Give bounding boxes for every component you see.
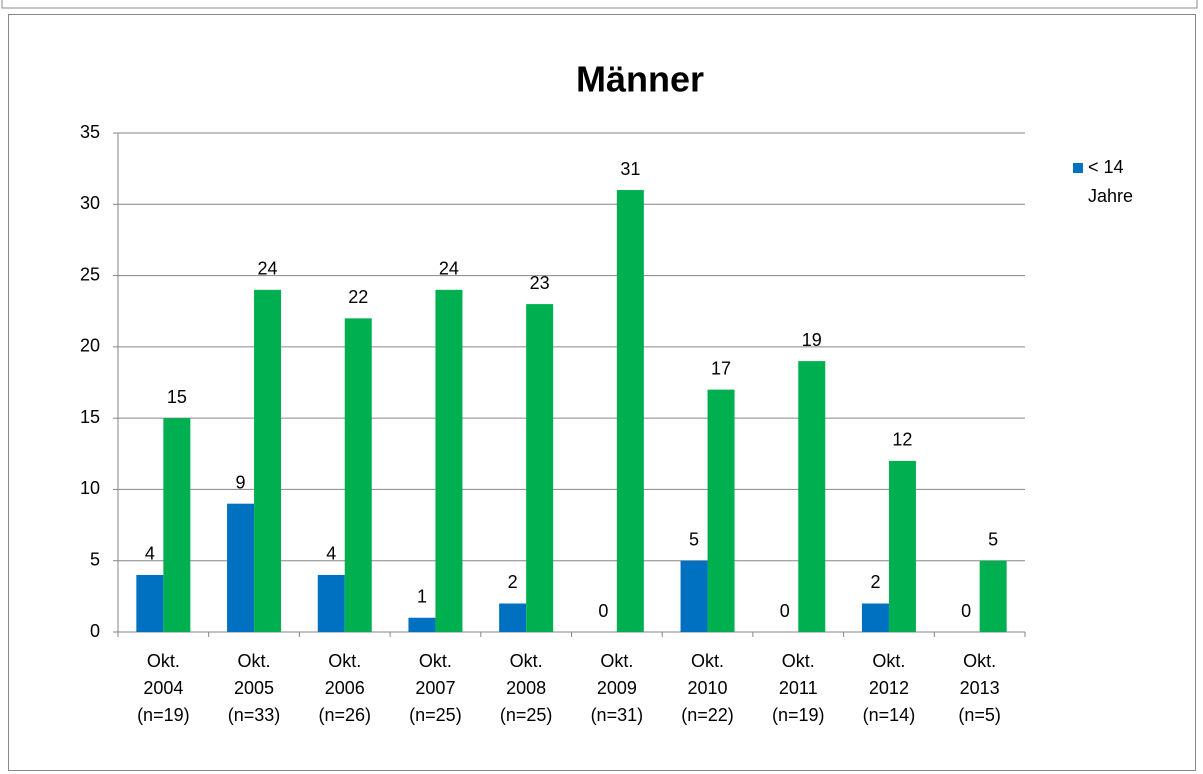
data-label: 19 [802,330,822,350]
data-label: 0 [598,601,608,621]
bar [344,318,372,632]
y-tick-label: 35 [80,122,100,142]
bar [227,503,255,632]
data-label: 23 [530,273,550,293]
data-label: 0 [961,601,971,621]
x-tick-label: Okt. 2010 (n=22) [681,651,734,725]
x-tick-label: Okt. 2007 (n=25) [409,651,462,725]
data-label: 5 [988,529,998,549]
data-label: 24 [439,259,459,279]
y-tick-label: 25 [80,264,100,284]
y-tick-label: 0 [90,621,100,641]
data-label: 22 [348,287,368,307]
chart-title: Männer [576,59,704,100]
bar [435,289,463,632]
bar [499,603,527,632]
y-tick-label: 15 [80,407,100,427]
y-tick-label: 20 [80,336,100,356]
x-tick-label: Okt. 2012 (n=14) [862,651,916,725]
data-label: 4 [326,544,336,564]
data-label: 15 [167,387,187,407]
bar [979,560,1007,632]
data-label: 31 [620,159,640,179]
bar [888,460,916,632]
data-label: 2 [508,572,518,592]
legend-swatch [1073,163,1083,173]
data-label: 5 [689,529,699,549]
x-tick-label: Okt. 2011 (n=19) [771,651,825,725]
bar [616,190,644,632]
y-tick-label: 30 [80,193,100,213]
chart-border [8,14,1196,771]
x-tick-label: Okt. 2013 (n=5) [958,651,1001,725]
x-tick-label: Okt. 2006 (n=26) [318,651,372,725]
x-tick-label: Okt. 2004 (n=19) [137,651,190,725]
y-tick-label: 10 [80,478,100,498]
data-label: 1 [417,586,427,606]
data-label: 9 [236,472,246,492]
bar [861,603,889,632]
x-tick-label: Okt. 2005 (n=33) [227,651,281,725]
frame [1,0,1198,9]
bar [136,574,164,632]
bar [680,560,708,632]
x-tick-label: Okt. 2008 (n=25) [499,651,553,725]
bar [163,418,191,632]
bar [707,389,735,632]
bar [317,574,345,632]
data-label: 2 [870,572,880,592]
bar [254,289,282,632]
data-label: 0 [780,601,790,621]
bar [408,617,436,632]
data-label: 4 [145,544,155,564]
data-label: 17 [711,358,731,378]
x-tick-label: Okt. 2009 (n=31) [590,651,644,725]
legend-label: < 14 Jahre [1088,157,1134,206]
y-tick-label: 5 [90,549,100,569]
data-label: 12 [892,430,912,450]
data-label: 24 [258,259,278,279]
bar [526,304,554,632]
bar [798,361,826,632]
